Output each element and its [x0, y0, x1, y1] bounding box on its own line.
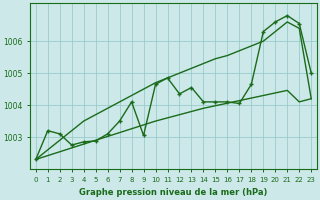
X-axis label: Graphe pression niveau de la mer (hPa): Graphe pression niveau de la mer (hPa): [79, 188, 268, 197]
